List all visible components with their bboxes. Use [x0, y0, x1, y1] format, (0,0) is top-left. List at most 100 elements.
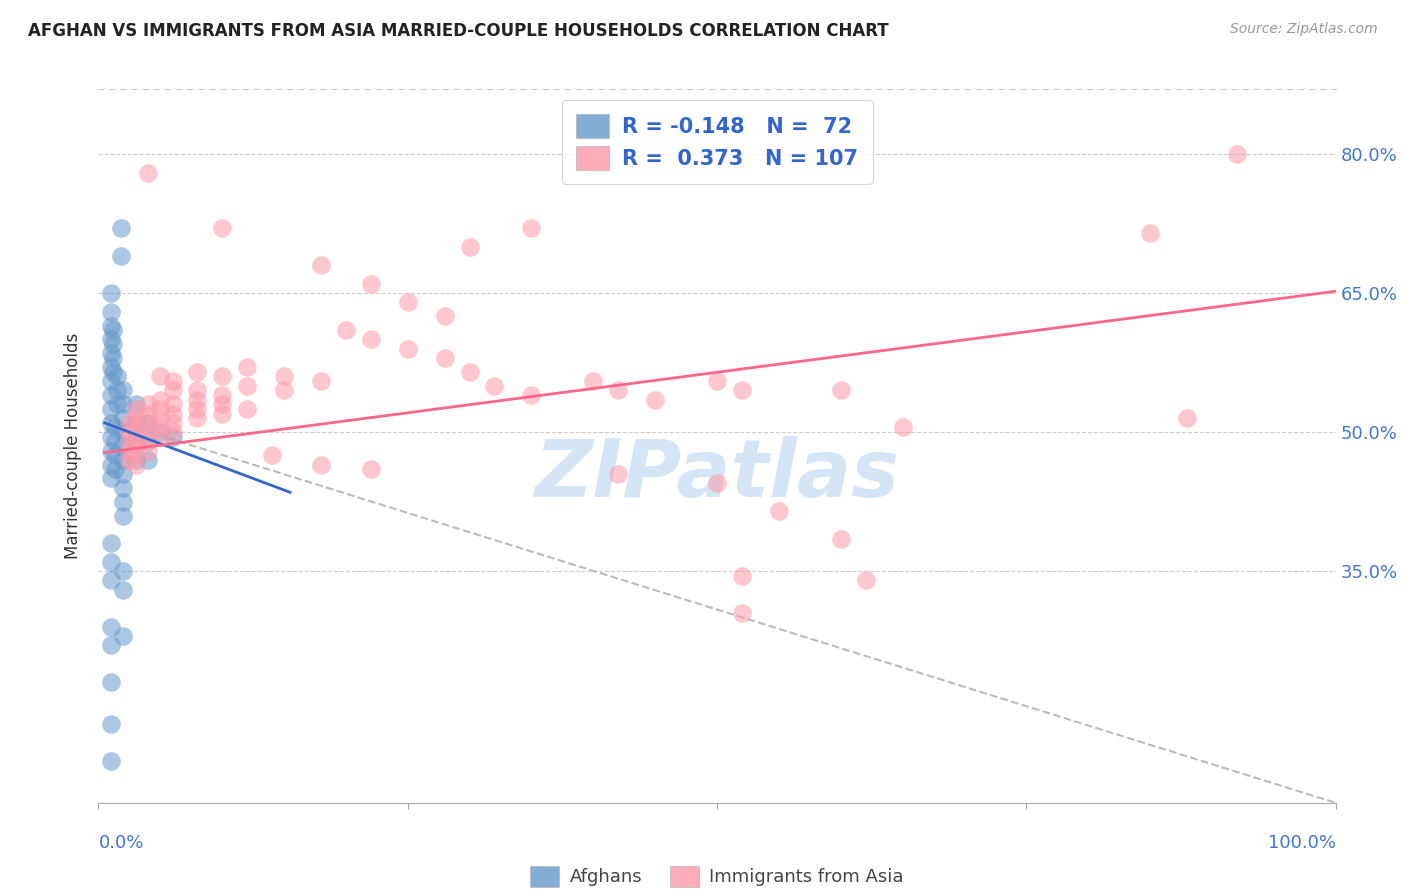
Point: [360, 277, 382, 291]
Point: [149, 369, 172, 384]
Point: [112, 494, 135, 508]
Text: 100.0%: 100.0%: [1268, 834, 1336, 852]
Point: [149, 401, 172, 416]
Point: [149, 425, 172, 439]
Point: [211, 397, 233, 411]
Point: [100, 458, 122, 472]
Point: [162, 425, 184, 439]
Point: [136, 166, 159, 180]
Point: [149, 411, 172, 425]
Point: [110, 249, 132, 263]
Point: [136, 425, 159, 439]
Point: [100, 536, 122, 550]
Point: [360, 462, 382, 476]
Point: [236, 401, 259, 416]
Point: [100, 304, 122, 318]
Point: [100, 717, 122, 731]
Point: [309, 374, 332, 388]
Point: [112, 384, 135, 398]
Point: [118, 434, 141, 449]
Point: [162, 407, 184, 421]
Point: [149, 420, 172, 434]
Point: [100, 675, 122, 690]
Point: [112, 508, 135, 523]
Point: [433, 310, 456, 324]
Point: [136, 443, 159, 458]
Point: [124, 401, 146, 416]
Point: [112, 467, 135, 481]
Point: [100, 443, 122, 458]
Point: [260, 448, 283, 462]
Point: [186, 384, 208, 398]
Point: [100, 286, 122, 301]
Point: [433, 351, 456, 365]
Point: [830, 532, 852, 546]
Point: [100, 430, 122, 444]
Point: [607, 384, 630, 398]
Point: [100, 333, 122, 347]
Point: [731, 384, 754, 398]
Point: [100, 574, 122, 588]
Point: [186, 365, 208, 379]
Point: [162, 430, 184, 444]
Point: [103, 351, 125, 365]
Point: [830, 384, 852, 398]
Point: [100, 416, 122, 430]
Point: [309, 258, 332, 272]
Point: [136, 397, 159, 411]
Text: AFGHAN VS IMMIGRANTS FROM ASIA MARRIED-COUPLE HOUSEHOLDS CORRELATION CHART: AFGHAN VS IMMIGRANTS FROM ASIA MARRIED-C…: [28, 22, 889, 40]
Legend: Afghans, Immigrants from Asia: Afghans, Immigrants from Asia: [530, 866, 904, 887]
Point: [112, 564, 135, 578]
Point: [273, 369, 295, 384]
Point: [100, 620, 122, 634]
Point: [855, 574, 877, 588]
Point: [706, 476, 728, 491]
Point: [136, 434, 159, 449]
Point: [162, 397, 184, 411]
Point: [236, 378, 259, 392]
Point: [118, 416, 141, 430]
Point: [731, 606, 754, 620]
Point: [103, 323, 125, 337]
Point: [186, 411, 208, 425]
Point: [520, 388, 543, 402]
Point: [706, 374, 728, 388]
Point: [520, 221, 543, 235]
Point: [124, 434, 146, 449]
Point: [118, 453, 141, 467]
Point: [103, 365, 125, 379]
Point: [458, 365, 481, 379]
Point: [103, 434, 125, 449]
Point: [105, 384, 128, 398]
Point: [360, 333, 382, 347]
Point: [112, 439, 135, 453]
Point: [124, 397, 146, 411]
Point: [396, 342, 419, 356]
Point: [162, 374, 184, 388]
Point: [309, 458, 332, 472]
Point: [103, 337, 125, 351]
Point: [186, 401, 208, 416]
Point: [103, 462, 125, 476]
Point: [1175, 411, 1198, 425]
Point: [607, 467, 630, 481]
Point: [103, 448, 125, 462]
Point: [396, 295, 419, 310]
Point: [110, 221, 132, 235]
Point: [124, 458, 146, 472]
Point: [100, 638, 122, 652]
Point: [112, 411, 135, 425]
Point: [136, 416, 159, 430]
Point: [136, 416, 159, 430]
Point: [644, 392, 666, 407]
Point: [891, 420, 914, 434]
Point: [100, 471, 122, 485]
Point: [335, 323, 357, 337]
Point: [731, 568, 754, 582]
Point: [100, 388, 122, 402]
Y-axis label: Married-couple Households: Married-couple Households: [65, 333, 83, 559]
Point: [118, 443, 141, 458]
Point: [162, 384, 184, 398]
Point: [211, 221, 233, 235]
Point: [112, 453, 135, 467]
